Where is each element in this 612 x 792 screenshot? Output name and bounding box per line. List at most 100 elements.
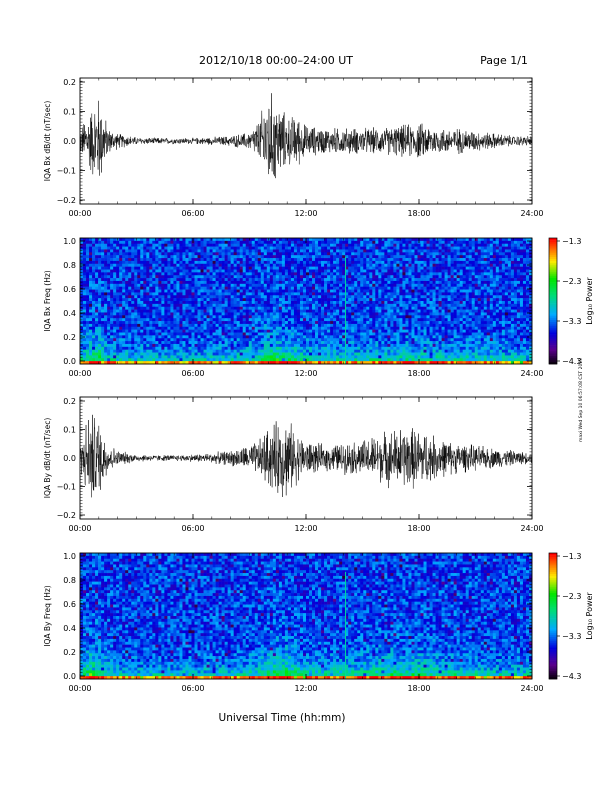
spectrogram-cell <box>230 323 234 328</box>
spectrogram-cell <box>131 298 135 302</box>
spectrogram-cell <box>302 278 307 282</box>
spectrogram-cell <box>164 255 168 259</box>
spectrogram-cell <box>134 280 138 285</box>
spectrogram-cell <box>263 346 268 350</box>
spectrogram-cell <box>224 306 228 310</box>
spectrogram-cell <box>110 260 114 265</box>
spectrogram-cell <box>318 272 322 276</box>
spectrogram-cell <box>146 278 150 282</box>
spectrogram-cell <box>158 352 162 356</box>
spectrogram-cell <box>158 349 162 353</box>
spectrogram-cell <box>378 272 382 276</box>
spectrogram-cell <box>248 352 253 356</box>
spectrogram-cell <box>83 321 87 325</box>
spectrogram-cell <box>372 295 376 299</box>
spectrogram-cell <box>351 361 355 365</box>
spectrogram-cell <box>152 272 156 276</box>
spectrogram-cell <box>122 278 126 282</box>
spectrogram-cell <box>104 358 108 362</box>
spectrogram-cell <box>89 252 93 256</box>
spectrogram-cell <box>260 286 265 290</box>
spectrogram-cell <box>167 326 171 330</box>
spectrogram-cell <box>254 295 259 299</box>
spectrogram-cell <box>122 343 126 348</box>
spectrogram-cell <box>125 312 129 316</box>
spectrogram-cell <box>104 255 108 259</box>
spectrogram-cell <box>197 332 201 336</box>
spectrogram-cell <box>393 326 397 330</box>
spectrogram-cell <box>149 303 153 308</box>
spectrogram-cell <box>227 301 231 305</box>
spectrogram-cell <box>245 352 250 356</box>
spectrogram-cell <box>284 318 289 322</box>
spectrogram-cell <box>405 332 409 336</box>
spectrogram-cell <box>366 280 370 285</box>
spectrogram-cell <box>188 275 192 279</box>
spectrogram-cell <box>113 323 117 328</box>
spectrogram-cell <box>173 318 177 322</box>
spectrogram-cell <box>324 289 328 293</box>
spectrogram-cell <box>206 341 210 345</box>
spectrogram-cell <box>390 289 394 293</box>
spectrogram-cell <box>191 315 195 319</box>
spectrogram-cell <box>146 346 150 350</box>
spectrogram-cell <box>309 343 313 348</box>
spectrogram-cell <box>155 246 159 250</box>
spectrogram-cell <box>200 338 204 342</box>
spectrogram-cell <box>278 332 283 336</box>
spectrogram-cell <box>140 280 144 285</box>
spectrogram-cell <box>152 315 156 319</box>
spectrogram-cell <box>170 321 174 325</box>
spectrogram-cell <box>242 326 247 330</box>
spectrogram-cell <box>167 343 171 348</box>
spectrogram-cell <box>405 260 409 265</box>
spectrogram-cell <box>98 249 102 253</box>
spectrogram-cell <box>393 238 397 242</box>
spectrogram-cell <box>80 258 84 262</box>
spectrogram-cell <box>408 278 412 282</box>
spectrogram-cell <box>125 243 129 247</box>
spectrogram-cell <box>321 258 325 262</box>
spectrogram-cell <box>315 355 319 359</box>
spectrogram-cell <box>248 289 253 293</box>
spectrogram-cell <box>324 309 328 313</box>
spectrogram-cell <box>375 280 379 285</box>
spectrogram-cell <box>318 329 322 333</box>
spectrogram-cell <box>89 329 93 333</box>
spectrogram-cell <box>375 283 379 287</box>
spectrogram-cell <box>194 289 198 293</box>
spectrogram-cell <box>302 312 307 316</box>
spectrogram-cell <box>206 352 210 356</box>
spectrogram-cell <box>369 252 373 256</box>
spectrogram-cell <box>402 349 406 353</box>
spectrogram-cell <box>384 252 388 256</box>
spectrogram-cell <box>179 252 183 256</box>
spectrogram-cell <box>333 315 337 319</box>
spectrogram-cell <box>284 306 289 310</box>
spectrogram-cell <box>209 338 213 342</box>
spectrogram-cell <box>200 332 204 336</box>
spectrogram-cell <box>200 301 204 305</box>
spectrogram-cell <box>290 249 295 253</box>
spectrogram-cell <box>230 289 234 293</box>
spectrogram-cell <box>381 301 385 305</box>
spectrogram-cell <box>315 286 319 290</box>
spectrogram-cell <box>360 266 364 270</box>
spectrogram-cell <box>170 329 174 333</box>
spectrogram-cell <box>263 326 268 330</box>
spectrogram-cell <box>348 341 352 345</box>
spectrogram-cell <box>254 315 259 319</box>
spectrogram-cell <box>221 335 225 339</box>
spectrogram-cell <box>281 323 286 328</box>
spectrogram-cell <box>324 283 328 287</box>
spectrogram-cell <box>116 321 120 325</box>
spectrogram-cell <box>218 272 222 276</box>
spectrogram-cell <box>348 315 352 319</box>
spectrogram-cell <box>149 343 153 348</box>
spectrogram-cell <box>161 326 165 330</box>
spectrogram-cell <box>402 240 406 245</box>
spectrogram-cell <box>215 335 219 339</box>
spectrogram-cell <box>321 358 325 362</box>
spectrogram-cell <box>302 266 307 270</box>
spectrogram-cell <box>354 306 358 310</box>
